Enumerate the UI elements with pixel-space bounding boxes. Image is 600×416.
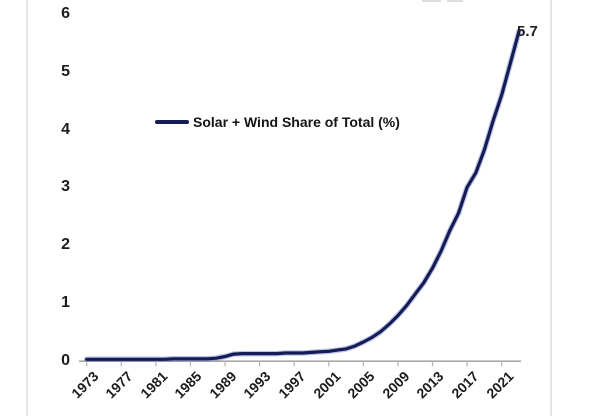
top-edge-artifact <box>422 0 441 2</box>
series-end-value-label: 5.7 <box>517 23 538 40</box>
series-line <box>85 29 521 361</box>
y-axis-tick-label: 6 <box>61 5 70 22</box>
right-frame-line <box>550 0 552 416</box>
y-axis-tick-label: 4 <box>61 120 70 138</box>
y-axis-tick-label: 5 <box>61 62 70 80</box>
legend-line-sample <box>155 120 189 124</box>
legend: Solar + Wind Share of Total (%) <box>155 113 400 131</box>
series-line-halo <box>83 28 522 363</box>
y-axis-tick-label: 1 <box>61 293 70 311</box>
top-edge-artifact <box>447 0 463 2</box>
left-frame-line <box>26 0 28 416</box>
y-axis-tick-label: 0 <box>61 351 70 369</box>
legend-label: Solar + Wind Share of Total (%) <box>193 114 400 130</box>
y-axis-tick-label: 2 <box>61 236 70 253</box>
y-axis-tick-label: 3 <box>61 178 70 196</box>
